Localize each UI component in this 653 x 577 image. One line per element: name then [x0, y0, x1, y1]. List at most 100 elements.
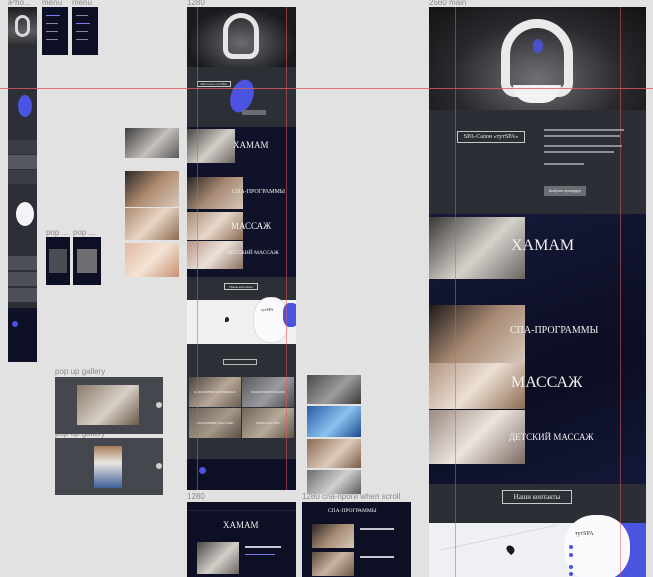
- main-2560-frame: SPA-Салон «тутSPA» Выбрать процедуру ХАМ…: [429, 7, 646, 577]
- scroll-text-2: [360, 556, 394, 558]
- guide-line-vertical: [455, 7, 456, 577]
- mid-hamam-photo: [187, 129, 235, 163]
- gallery-bathroom-photo: [77, 385, 139, 425]
- mid-tile-label-3: ПОДАРОЧНЫЕ МАССАЖИ: [196, 421, 234, 425]
- label-iphone: iPho...: [8, 0, 31, 7]
- main-phone-icon: [569, 545, 573, 549]
- main-child-photo: [429, 410, 525, 464]
- gallery-next-icon[interactable]: [156, 463, 162, 469]
- mid-map-card-title: тутSPA: [261, 307, 274, 312]
- menu-item-line: [46, 15, 60, 16]
- main-intro-text: [544, 163, 584, 165]
- mid-section-spa[interactable]: СПА-ПРОГРАММЫ: [232, 189, 286, 195]
- hamam-page-photo: [197, 542, 239, 574]
- mid-section-child[interactable]: ДЕТСКИЙ МАССАЖ: [227, 250, 279, 256]
- label-popup-gallery-1: pop up gallery: [55, 367, 106, 376]
- iphone-section-2: [8, 155, 37, 169]
- menu-item-line: [76, 15, 88, 16]
- iphone-hero-photo: [8, 7, 37, 47]
- mobile-hamam-tile: [8, 256, 37, 270]
- main-massage-photo: [429, 363, 525, 409]
- mid-tile-photo-2[interactable]: [242, 377, 294, 407]
- label-popup-1: pop ...: [46, 228, 69, 237]
- main-section-spa[interactable]: СПА-ПРОГРАММЫ: [510, 325, 599, 336]
- popup-image: [49, 249, 67, 273]
- mid-section-hamam[interactable]: ХАМАМ: [233, 140, 269, 150]
- menu-item-line: [76, 23, 90, 24]
- hamam-page-nav: [187, 506, 296, 511]
- gallery-next-icon[interactable]: [156, 402, 162, 408]
- hamam-page-text: [245, 546, 281, 548]
- mid-footer: [187, 459, 296, 490]
- mid-brand-badge: SPA-Салон «тутSPA»: [197, 81, 231, 87]
- mid-massage-photo: [187, 212, 243, 240]
- main-intro-text: [544, 129, 624, 131]
- main-brand-badge: SPA-Салон «тутSPA»: [457, 131, 525, 143]
- mid-cta-button[interactable]: [242, 110, 266, 115]
- iphone-hero-ring: [15, 15, 30, 37]
- mid-tile-label-4: ВАШИ МАСТЕРА: [256, 421, 280, 425]
- mid-tile-label-1: ПОДАРОЧНЫЙ СЕРТИФИКАТ: [194, 390, 236, 394]
- label-menu-2: menu: [72, 0, 93, 7]
- guide-line-vertical: [286, 7, 287, 490]
- asset-bath-photo: [307, 470, 361, 494]
- mid-hero-ring: [223, 13, 259, 59]
- scroll-page-frame: СПА-ПРОГРАММЫ: [302, 502, 411, 577]
- mobile-hamam-tile: [8, 288, 37, 302]
- main-intro-text: [544, 145, 622, 147]
- iphone-blob: [18, 95, 32, 117]
- main-map-card: [564, 515, 630, 577]
- mid-section-massage[interactable]: МАССАЖ: [231, 221, 272, 231]
- asset-spa-photo: [125, 171, 179, 207]
- main-spa-photo: [429, 305, 525, 363]
- mid-spa-photo: [187, 177, 243, 209]
- mid-tile-photo-4[interactable]: [242, 408, 294, 438]
- mid-map-pin-icon: [225, 317, 229, 322]
- mid-footer-logo: [199, 467, 206, 474]
- label-menu-1: menu: [42, 0, 63, 7]
- iphone-section-1: [8, 140, 37, 154]
- main-hero-bowl: [513, 85, 561, 103]
- mid-gallery-button[interactable]: [223, 359, 257, 365]
- main-intro-text: [544, 151, 614, 153]
- popup-frame-1: [46, 237, 70, 285]
- menu-item-line: [46, 31, 58, 32]
- scroll-text-1: [360, 528, 394, 530]
- popup-image: [77, 249, 97, 273]
- scroll-photo-2: [312, 552, 354, 576]
- mid-tile-label-2: ПОДАРОЧНЫЕ НАБОРЫ: [251, 390, 285, 394]
- guide-line-vertical: [620, 7, 621, 577]
- main-map-card-title: тутSPA: [575, 531, 594, 537]
- menu-item-line: [76, 39, 88, 40]
- mobile-footer-blob: [12, 321, 18, 327]
- main-section-hamam[interactable]: ХАМАМ: [511, 237, 575, 254]
- asset-room-photo: [307, 375, 361, 404]
- asset-hamam-photo: [125, 128, 179, 158]
- popup-gallery-frame-2: [55, 438, 163, 495]
- iphone-frame: [8, 7, 37, 362]
- label-frame-1280: 1280: [187, 0, 205, 7]
- mid-map-blob: [283, 303, 296, 327]
- menu-item-line: [46, 39, 58, 40]
- scroll-page-title: СПА-ПРОГРАММЫ: [328, 508, 377, 514]
- desktop-1280-frame: SPA-Салон «тутSPA» ХАМАМ СПА-ПРОГРАММЫ М…: [187, 7, 296, 490]
- popup-frame-2: [73, 237, 101, 285]
- main-section-child[interactable]: ДЕТСКИЙ МАССАЖ: [509, 432, 594, 442]
- menu-item-line: [76, 31, 88, 32]
- asset-child-massage-photo: [125, 243, 179, 277]
- iphone-section-3: [8, 170, 37, 184]
- menu-frame-1: [42, 7, 68, 55]
- main-hamam-photo: [429, 217, 525, 279]
- asset-pool-photo: [307, 406, 361, 437]
- mobile-hamam-frame: [8, 250, 37, 308]
- main-contacts-button[interactable]: Наши контакты: [502, 490, 572, 504]
- main-social-icon: [569, 572, 573, 576]
- asset-procedure-photo: [307, 439, 361, 468]
- mid-contacts-button[interactable]: Наши контакты: [224, 283, 258, 290]
- hamam-page-text: [245, 554, 275, 555]
- label-frame-2560-main: 2560 main: [429, 0, 467, 7]
- main-cta-button[interactable]: Выбрать процедуру: [544, 186, 586, 196]
- label-frame-1280-b: 1280: [187, 492, 205, 501]
- main-section-massage[interactable]: МАССАЖ: [511, 374, 583, 391]
- main-hero-blob: [533, 39, 543, 53]
